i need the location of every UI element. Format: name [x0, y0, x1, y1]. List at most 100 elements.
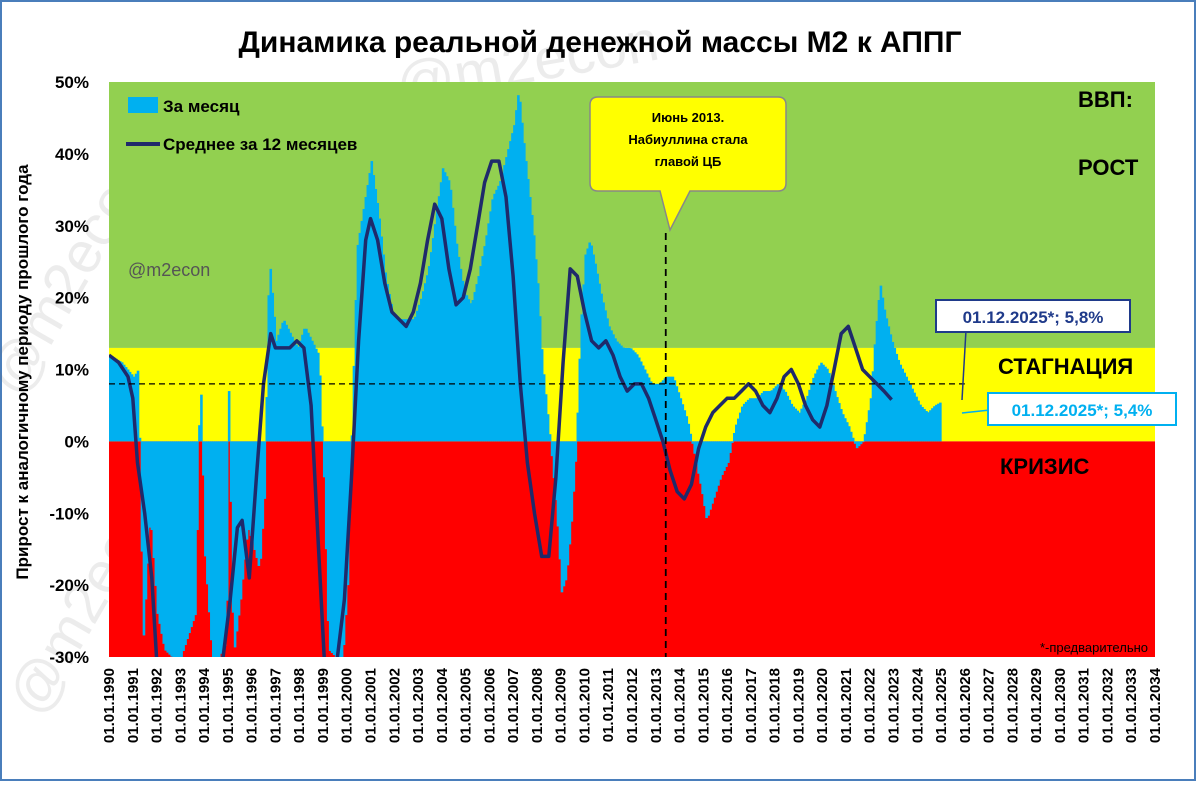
monthly-bar [519, 101, 522, 442]
monthly-bar [780, 387, 784, 442]
monthly-bar [176, 441, 179, 657]
monthly-bar [885, 318, 889, 442]
monthly-bar [532, 235, 536, 442]
monthly-bar [265, 397, 269, 442]
monthly-bar [570, 441, 574, 522]
monthly-bar [667, 376, 671, 442]
monthly-bar [414, 316, 417, 442]
monthly-bar [594, 263, 597, 442]
monthly-bar [740, 406, 744, 442]
monthly-bar [128, 371, 132, 442]
monthly-bar [475, 284, 479, 442]
monthly-bar [548, 434, 552, 442]
monthly-bar [764, 391, 768, 442]
monthly-bar [398, 318, 401, 442]
monthly-bar [505, 157, 508, 442]
monthly-bar [564, 441, 568, 581]
monthly-bar [231, 441, 235, 613]
x-tick-label: 01.01.1996 [244, 668, 261, 743]
growth-zone-label-2: РОСТ [1078, 155, 1139, 180]
monthly-bar [499, 181, 502, 442]
x-tick-label: 01.01.2026 [957, 668, 974, 743]
monthly-bar [645, 373, 649, 442]
monthly-bar [263, 441, 267, 499]
x-tick-label: 01.01.2015 [695, 668, 712, 743]
monthly-bar [774, 386, 778, 442]
monthly-bar [247, 441, 251, 531]
monthly-bar [760, 393, 764, 442]
monthly-bar [895, 353, 899, 442]
monthly-bar [931, 408, 934, 442]
monthly-bar [503, 165, 506, 442]
monthly-bar [283, 320, 286, 442]
monthly-bar [204, 441, 207, 557]
monthly-bar [527, 179, 530, 442]
monthly-bar [166, 441, 170, 653]
monthly-bar [301, 334, 304, 442]
x-tick-label: 01.01.2016 [719, 668, 736, 743]
monthly-bar [311, 340, 314, 442]
monthly-bar [693, 441, 696, 454]
monthly-bar [572, 441, 576, 492]
monthly-bar [305, 328, 308, 442]
x-tick-label: 01.01.2009 [553, 668, 570, 743]
monthly-bar [152, 441, 156, 558]
monthly-bar [509, 141, 512, 442]
y-tick-label: 40% [55, 145, 89, 164]
monthly-bar [604, 310, 607, 442]
legend-monthly-label: За месяц [163, 97, 240, 116]
monthly-bar [328, 441, 332, 652]
monthly-bar [420, 298, 423, 442]
monthly-bar [134, 373, 138, 442]
monthly-bar [489, 211, 492, 442]
monthly-bar [756, 397, 760, 442]
monthly-bar [582, 284, 586, 442]
monthly-bar [933, 406, 936, 442]
monthly-bar [259, 441, 263, 559]
monthly-bar [630, 348, 633, 442]
x-tick-label: 01.01.2004 [434, 667, 451, 743]
monthly-bar [459, 268, 463, 442]
monthly-bar [925, 411, 928, 442]
x-tick-label: 01.01.2008 [529, 668, 546, 743]
monthly-bar [915, 396, 918, 442]
x-tick-label: 01.01.2022 [862, 668, 879, 743]
monthly-bar [899, 364, 903, 442]
monthly-bar [840, 409, 843, 442]
monthly-bar [473, 292, 477, 442]
monthly-bar [495, 189, 498, 442]
x-tick-label: 01.01.2033 [1123, 668, 1140, 743]
monthly-bar [838, 403, 841, 442]
watermark-label: @m2econ [128, 260, 210, 280]
monthly-bar [705, 441, 708, 519]
monthly-bar [576, 412, 580, 442]
monthly-bar [752, 398, 756, 442]
monthly-bar [937, 403, 940, 442]
monthly-bar [467, 299, 471, 442]
monthly-bar [202, 441, 205, 476]
monthly-bar [463, 291, 467, 442]
monthly-bar [689, 433, 693, 442]
monthly-bar [602, 302, 605, 442]
x-tick-label: 01.01.2027 [981, 668, 998, 743]
monthly-bar [707, 441, 710, 516]
x-tick-label: 01.01.2018 [767, 668, 784, 743]
monthly-bar [433, 224, 437, 442]
monthly-bar [701, 441, 704, 495]
x-tick-label: 01.01.2019 [790, 668, 807, 743]
avg-callout-text: 01.12.2025*; 5,8% [963, 308, 1104, 327]
monthly-bar [770, 390, 774, 442]
monthly-bar [180, 441, 183, 657]
monthly-bar [122, 364, 126, 442]
monthly-bar [109, 355, 112, 442]
monthly-bar [742, 403, 746, 442]
monthly-bar [911, 388, 914, 442]
monthly-bar [869, 398, 873, 442]
monthly-bar [483, 246, 487, 442]
monthly-bar [847, 426, 851, 442]
x-tick-label: 01.01.1992 [149, 668, 166, 743]
monthly-bar [859, 441, 863, 445]
monthly-bar [628, 347, 631, 442]
monthly-bar [889, 334, 893, 442]
monthly-bar [919, 404, 922, 442]
